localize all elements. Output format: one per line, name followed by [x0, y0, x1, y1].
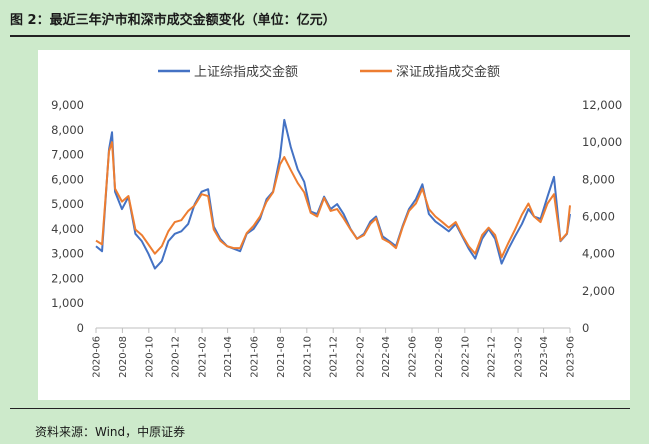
- x-tick-label: 2021-08: [276, 336, 287, 378]
- x-tick-label: 2021-02: [198, 336, 209, 378]
- x-tick-label: 2020-10: [144, 336, 155, 378]
- left-y-tick-label: 1,000: [51, 296, 84, 310]
- right-y-tick-label: 12,000: [582, 98, 622, 112]
- right-y-tick-label: 0: [582, 321, 589, 335]
- x-tick-label: 2023-02: [514, 336, 525, 378]
- legend-label-2: 深证成指成交金额: [396, 64, 500, 80]
- line-chart: 上证综指成交金额 深证成指成交金额 0 1,000 2,000 3,000 4,000 5,…: [51, 64, 622, 378]
- x-tick-label: 2022-08: [434, 336, 445, 378]
- x-tick-label: 2021-06: [250, 336, 261, 378]
- left-y-tick-label: 7,000: [51, 148, 84, 162]
- left-y-tick-label: 5,000: [51, 197, 84, 211]
- left-y-tick-label: 4,000: [51, 222, 84, 236]
- left-y-tick-label: 3,000: [51, 247, 84, 261]
- x-tick-label: 2022-10: [460, 336, 471, 378]
- x-tick-label: 2021-10: [302, 336, 313, 378]
- right-y-tick-label: 2,000: [582, 284, 615, 298]
- legend-label-1: 上证综指成交金额: [194, 64, 298, 80]
- left-y-tick-label: 0: [77, 321, 84, 335]
- figure-title: 图 2：最近三年沪市和深市成交金额变化（单位：亿元）: [10, 13, 336, 28]
- chart-panel: 上证综指成交金额 深证成指成交金额 0 1,000 2,000 3,000 4,000 5,…: [38, 50, 630, 400]
- x-tick-label: 2020-08: [118, 336, 129, 378]
- title-rule: [10, 35, 630, 37]
- left-y-tick-label: 6,000: [51, 172, 84, 186]
- left-y-axis: 0 1,000 2,000 3,000 4,000 5,000 6,000 7,000 8,00…: [51, 98, 84, 335]
- source-note: 资料来源：Wind，中原证券: [35, 425, 186, 439]
- x-tick-label: 2020-12: [171, 336, 182, 378]
- x-tick-label: 2022-02: [356, 336, 367, 378]
- x-tick-label: 2021-04: [223, 336, 234, 378]
- left-y-tick-label: 8,000: [51, 123, 84, 137]
- x-tick-label: 2022-06: [408, 336, 419, 378]
- right-y-tick-label: 10,000: [582, 135, 622, 149]
- series-lines: [95, 118, 571, 270]
- x-tick-label: 2022-04: [381, 336, 392, 378]
- x-tick-label: 2021-12: [329, 336, 340, 378]
- left-y-tick-label: 2,000: [51, 271, 84, 285]
- chart-legend: 上证综指成交金额 深证成指成交金额: [158, 64, 500, 80]
- x-tick-label: 2022-12: [487, 336, 498, 378]
- left-y-tick-label: 9,000: [51, 98, 84, 112]
- szse-turnover-line: [95, 141, 571, 259]
- x-tick-label: 2023-06: [566, 336, 577, 378]
- right-y-tick-label: 8,000: [582, 172, 615, 186]
- source-rule: [10, 408, 630, 409]
- x-tick-label: 2023-04: [539, 336, 550, 378]
- right-y-axis: 0 2,000 4,000 6,000 8,000 10,000 12,000: [582, 98, 622, 335]
- x-axis: 2020-06 2020-08 2020-10 2020-12 2021-02 2021-…: [92, 327, 577, 378]
- right-y-tick-label: 4,000: [582, 247, 615, 261]
- x-tick-label: 2020-06: [92, 336, 103, 378]
- right-y-tick-label: 6,000: [582, 210, 615, 224]
